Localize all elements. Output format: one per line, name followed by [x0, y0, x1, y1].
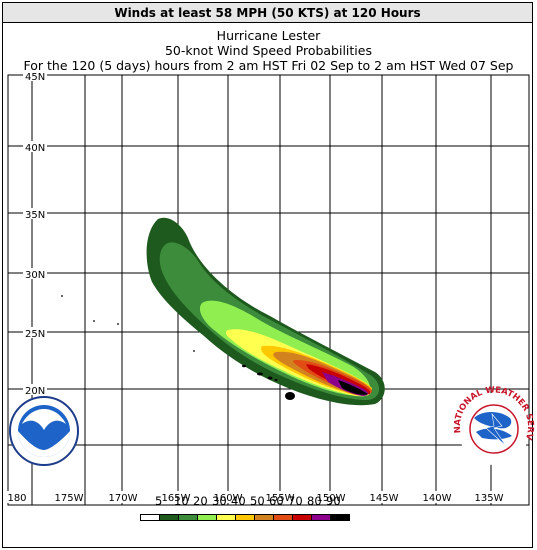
lon-label: 170W	[109, 493, 138, 504]
lat-label: 35N	[25, 210, 45, 221]
scale-label: 20	[193, 494, 208, 508]
lat-label-bg	[23, 141, 47, 152]
scale-color-box	[311, 514, 331, 521]
lon-label-bg	[108, 491, 138, 503]
scale-label: 80	[307, 494, 322, 508]
swath-band-90pct	[338, 380, 368, 395]
probability-swath	[146, 217, 385, 406]
scale-label: 90	[326, 494, 341, 508]
lon-label: 145W	[370, 493, 399, 504]
lat-label-bg	[23, 268, 47, 279]
lon-label: 175W	[55, 493, 84, 504]
scale-label: 30	[212, 494, 227, 508]
lon-label: 165W	[162, 493, 191, 504]
noaa-logo: NOAA	[9, 396, 79, 466]
lon-label: 140W	[423, 493, 452, 504]
lat-label: 40N	[25, 143, 45, 154]
hawaiian-islands	[61, 295, 295, 400]
lon-label-bg	[161, 491, 191, 503]
lon-label: 180	[7, 493, 26, 504]
probability-scale	[140, 514, 350, 521]
lon-label-bg	[474, 491, 504, 503]
lat-label-bg	[23, 384, 47, 395]
graticule: 45N40N35N30N25N20N15N180175W170W165W160W…	[5, 70, 529, 505]
scale-color-box	[254, 514, 274, 521]
map-title-text: Winds at least 58 MPH (50 KTS) at 120 Ho…	[114, 5, 421, 20]
lat-label-bg	[23, 208, 47, 219]
lon-label-bg	[54, 491, 84, 503]
lat-label: 30N	[25, 270, 45, 281]
scale-color-box	[235, 514, 255, 521]
scale-color-box	[330, 514, 350, 521]
lat-label-bg	[23, 327, 47, 338]
svg-text:NOAA: NOAA	[30, 413, 59, 423]
lat-label: 20N	[25, 386, 45, 397]
scale-color-box	[273, 514, 293, 521]
lat-label: 45N	[25, 72, 45, 83]
scale-color-box	[159, 514, 179, 521]
scale-color-box	[197, 514, 217, 521]
lon-label-bg	[265, 491, 295, 503]
lon-label: 150W	[317, 493, 346, 504]
lon-label-bg	[369, 491, 399, 503]
scale-label: 60	[269, 494, 284, 508]
product-name: 50-knot Wind Speed Probabilities	[164, 43, 372, 58]
scale-color-box	[292, 514, 312, 521]
scale-label: 40	[231, 494, 246, 508]
scale-color-box	[178, 514, 198, 521]
storm-name: Hurricane Lester	[216, 28, 321, 43]
scale-label: 10	[174, 494, 189, 508]
scale-color-box	[140, 514, 160, 521]
lon-label-bg	[5, 491, 29, 503]
scale-label: 5	[155, 494, 163, 508]
map-frame	[2, 22, 533, 548]
scale-label: 70	[288, 494, 303, 508]
lon-label: 135W	[475, 493, 504, 504]
scale-color-box	[216, 514, 236, 521]
lon-label-bg	[316, 491, 346, 503]
lat-label: 25N	[25, 329, 45, 340]
scale-label: 50	[250, 494, 265, 508]
lon-label: 155W	[266, 493, 295, 504]
plot-area	[7, 74, 530, 506]
lon-label: 160W	[214, 493, 243, 504]
lat-label-bg	[23, 70, 47, 81]
lon-label-bg	[422, 491, 452, 503]
lon-label-bg	[213, 491, 243, 503]
valid-period: For the 120 (5 days) hours from 2 am HST…	[23, 58, 514, 73]
